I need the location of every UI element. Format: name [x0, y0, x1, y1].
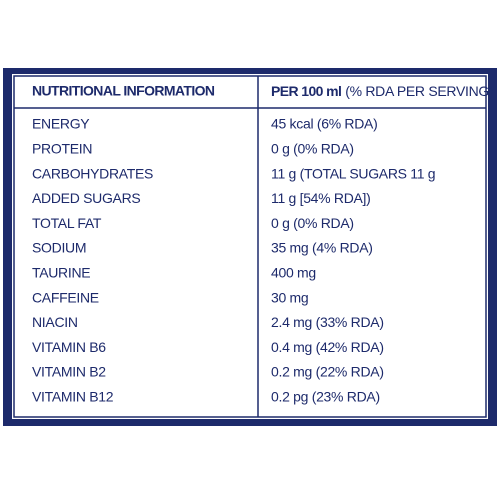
nutrient-name: NIACIN	[32, 314, 78, 330]
nutrient-amount: 0.2 pg (23% RDA)	[271, 389, 380, 405]
nutrient-name: CAFFEINE	[32, 289, 99, 305]
nutrient-amount: 0.4 mg (42% RDA)	[271, 339, 384, 355]
nutrient-name: TAURINE	[32, 265, 90, 281]
nutrient-amount: 11 g [54% RDA])	[271, 190, 371, 206]
table-body: ENERGY 45 kcal (6% RDA) PROTEIN 0 g (0% RDA…	[32, 116, 436, 405]
nutrient-name: VITAMIN B2	[32, 364, 106, 380]
nutrient-amount: 400 mg	[271, 265, 316, 281]
nutrient-amount: 0 g (0% RDA)	[271, 215, 354, 231]
nutrient-name: VITAMIN B12	[32, 389, 114, 405]
nutrient-amount: 30 mg	[271, 289, 308, 305]
nutrient-name: CARBOHYDRATES	[32, 165, 153, 181]
header-amount-note: (% RDA PER SERVING)	[345, 83, 493, 99]
nutrient-name: ENERGY	[32, 116, 90, 132]
table-panel	[12, 74, 488, 419]
header-nutrient: NUTRITIONAL INFORMATION	[32, 83, 215, 99]
nutrient-name: PROTEIN	[32, 141, 92, 157]
header-amount-unit: PER 100 ml	[271, 83, 341, 99]
nutrient-amount: 11 g (TOTAL SUGARS 11 g	[271, 165, 435, 181]
nutrient-amount: 0 g (0% RDA)	[271, 141, 354, 157]
nutrient-amount: 45 kcal (6% RDA)	[271, 116, 377, 132]
table-border	[13, 75, 487, 418]
nutrient-name: ADDED SUGARS	[32, 190, 140, 206]
nutrient-name: SODIUM	[32, 240, 86, 256]
nutrient-name: TOTAL FAT	[32, 215, 102, 231]
nutrient-amount: 0.2 mg (22% RDA)	[271, 364, 384, 380]
nutrient-amount: 2.4 mg (33% RDA)	[271, 314, 384, 330]
nutrient-name: VITAMIN B6	[32, 339, 106, 355]
nutrient-amount: 35 mg (4% RDA)	[271, 240, 373, 256]
header-amount: PER 100 ml (% RDA PER SERVING)	[271, 83, 493, 99]
